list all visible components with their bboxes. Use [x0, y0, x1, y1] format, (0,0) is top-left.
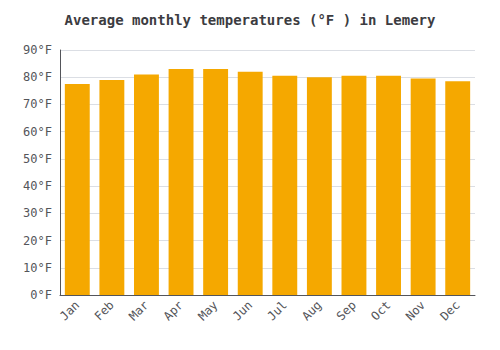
- svg-text:Sep: Sep: [334, 298, 359, 323]
- svg-text:Average monthly temperatures (: Average monthly temperatures (°F ) in Le…: [65, 12, 436, 28]
- svg-text:Jun: Jun: [230, 298, 255, 323]
- svg-text:Apr: Apr: [161, 298, 186, 323]
- svg-text:60°F: 60°F: [23, 125, 52, 139]
- svg-text:May: May: [195, 298, 220, 323]
- svg-text:Aug: Aug: [299, 298, 324, 323]
- svg-text:90°F: 90°F: [23, 43, 52, 57]
- svg-text:40°F: 40°F: [23, 179, 52, 193]
- svg-text:Jan: Jan: [57, 298, 82, 323]
- svg-text:Oct: Oct: [368, 298, 393, 323]
- svg-text:50°F: 50°F: [23, 152, 52, 166]
- svg-text:Jul: Jul: [265, 298, 290, 323]
- svg-text:Nov: Nov: [403, 298, 428, 323]
- svg-text:0°F: 0°F: [30, 288, 52, 302]
- svg-text:Mar: Mar: [126, 298, 151, 323]
- svg-text:Dec: Dec: [437, 298, 462, 323]
- svg-text:80°F: 80°F: [23, 70, 52, 84]
- svg-text:Feb: Feb: [92, 298, 117, 323]
- svg-text:20°F: 20°F: [23, 234, 52, 248]
- svg-text:70°F: 70°F: [23, 97, 52, 111]
- svg-text:10°F: 10°F: [23, 261, 52, 275]
- svg-text:30°F: 30°F: [23, 206, 52, 220]
